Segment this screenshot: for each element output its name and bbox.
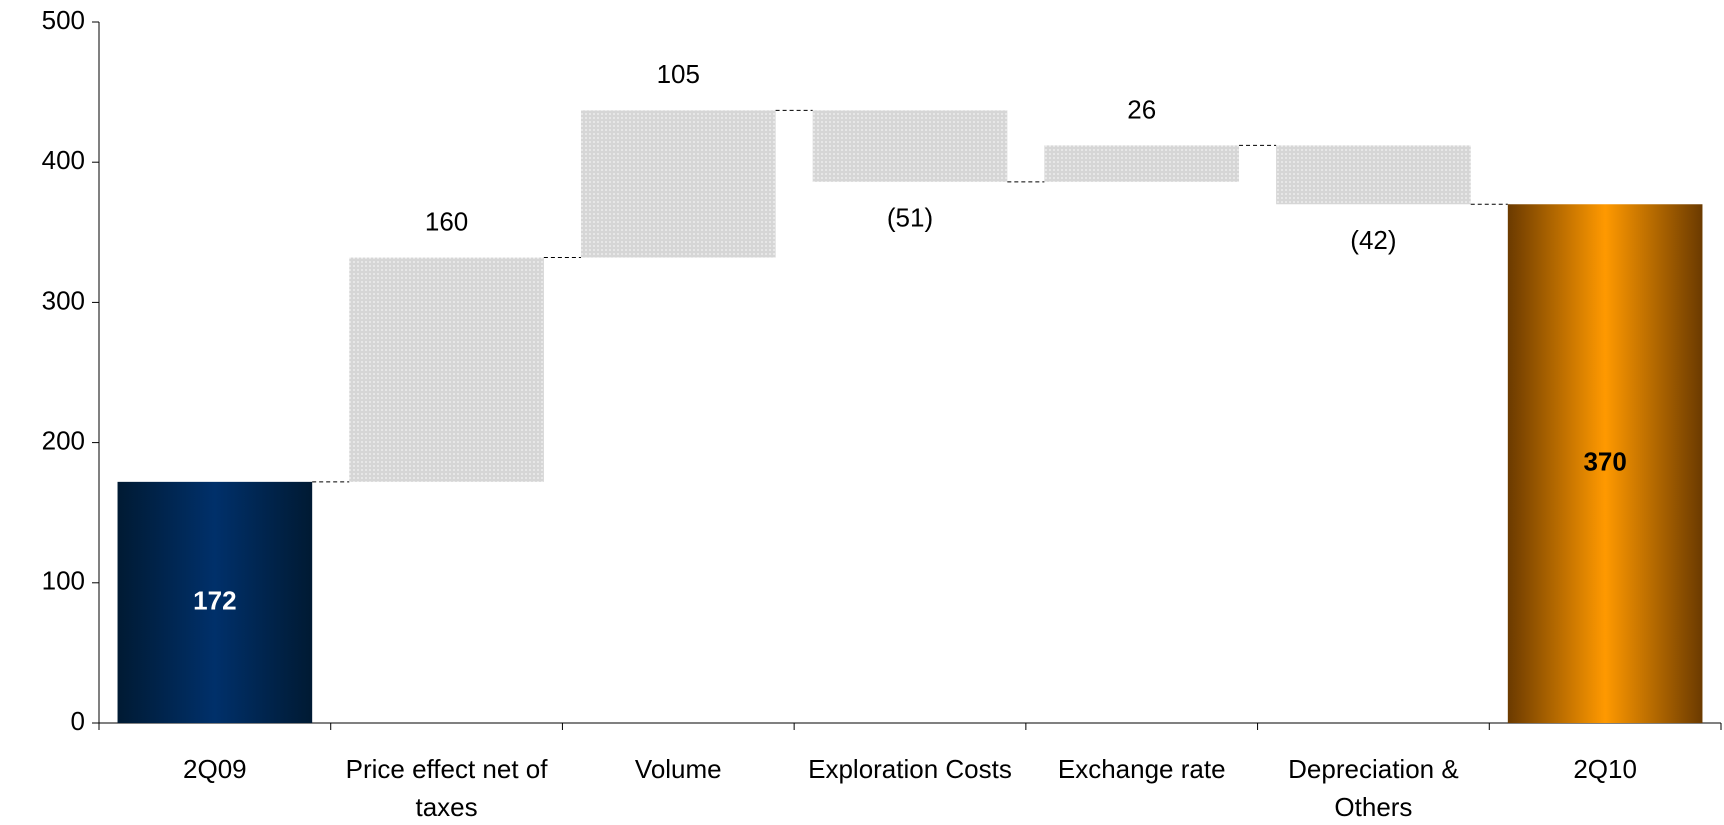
x-tick-label: 2Q09 <box>183 754 247 784</box>
x-tick-label: Volume <box>634 754 722 784</box>
total-bar <box>1507 204 1703 723</box>
y-tick-label: 300 <box>42 285 85 315</box>
y-tick-label: 500 <box>42 5 85 35</box>
value-label: 105 <box>657 59 700 89</box>
value-label: 26 <box>1127 94 1156 124</box>
x-tick-label: Price effect net of taxes <box>345 754 548 822</box>
y-tick-label: 400 <box>42 145 85 175</box>
x-tick-label: Exchange rate <box>1057 754 1226 784</box>
y-tick-label: 200 <box>42 425 85 455</box>
y-tick-label: 100 <box>42 566 85 596</box>
value-label: (42) <box>1350 225 1396 255</box>
delta-bar <box>1276 145 1471 205</box>
y-tick-label: 0 <box>71 706 85 736</box>
delta-bar <box>812 110 1008 182</box>
x-tick-label: 2Q10 <box>1573 754 1637 784</box>
delta-bar <box>349 257 544 482</box>
x-tick-label: Exploration Costs <box>808 754 1012 784</box>
value-label: 160 <box>425 206 468 236</box>
delta-bar <box>580 110 776 258</box>
value-label: 172 <box>193 585 236 615</box>
delta-bar <box>1044 145 1240 182</box>
value-label: (51) <box>887 203 933 233</box>
total-bar <box>117 481 313 723</box>
x-tick-label: Depreciation & Others <box>1288 754 1459 822</box>
value-label: 370 <box>1583 447 1626 477</box>
